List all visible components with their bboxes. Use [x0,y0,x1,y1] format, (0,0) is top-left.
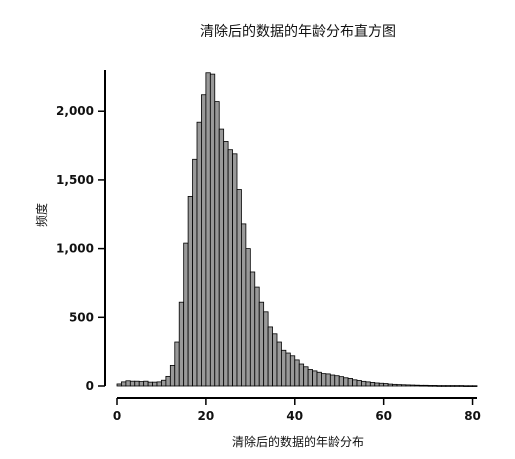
histogram-bar [289,355,296,387]
histogram-bar [369,382,376,387]
y-tick-label: 500 [69,310,94,324]
y-axis-label: 频度 [34,203,49,227]
y-tick-label: 0 [86,379,94,393]
histogram-bar [383,383,389,387]
histogram-bar [201,94,207,387]
histogram-bar [183,242,189,387]
histogram-bar [405,384,411,387]
histogram-bar [196,121,202,387]
histogram-bar [325,373,331,387]
y-tick-label: 2,000 [56,104,94,118]
histogram-bar [334,375,340,387]
histogram-bar [361,380,367,387]
histogram-bar [427,385,433,387]
histogram-bar [236,189,242,387]
histogram-bar [432,385,438,387]
histogram-bars [116,72,478,387]
histogram-bar [258,301,265,387]
histogram-bar [121,381,127,387]
histogram-bar [147,381,153,387]
histogram-bar [214,101,220,387]
histogram-bar [409,384,416,387]
x-axis-ticks: 0 20 40 60 80 [113,398,481,423]
histogram-bar [223,141,229,387]
histogram-bar [276,341,282,387]
histogram-bar [125,380,131,387]
histogram-bar [458,385,465,387]
histogram-bar [374,382,380,387]
histogram-bar [378,382,385,387]
x-tick-label: 60 [375,409,392,423]
histogram-bar [209,73,216,387]
histogram-bar [472,385,478,387]
histogram-bar [116,383,122,387]
histogram-bar [321,373,327,387]
histogram-bar [449,385,456,387]
histogram-bar [312,370,318,387]
x-tick-label: 40 [286,409,303,423]
histogram-bar [298,363,305,387]
histogram-bar [418,384,425,387]
histogram-bar [338,376,345,387]
chart-title: 清除后的数据的年龄分布直方图 [200,23,396,40]
histogram-bar [347,378,353,387]
histogram-bar [156,381,162,387]
histogram-bar [303,366,309,387]
histogram-bar [454,385,460,387]
histogram-bar [316,371,322,387]
histogram-bar [241,223,247,387]
histogram-bar [343,377,349,387]
histogram-bar [294,359,300,387]
histogram-bar [232,153,238,387]
histogram-bar [387,383,393,387]
histogram-bar [285,352,291,387]
histogram-bar [414,384,420,387]
histogram-bar [365,381,371,387]
histogram-bar [396,384,402,387]
histogram-bar [143,380,149,387]
y-axis-ticks: 0 500 1,000 1,500 2,000 [56,104,105,393]
histogram-bar [356,380,362,387]
histogram-bar [441,385,447,387]
histogram-bar [187,195,193,387]
histogram-bar [329,374,336,387]
histogram-bar [129,380,136,387]
histogram-bar [281,349,287,387]
histogram-bar [245,248,251,387]
histogram-bar [227,149,233,387]
y-tick-label: 1,000 [56,242,94,256]
histogram-bar [138,381,145,387]
y-tick-label: 1,500 [56,173,94,187]
histogram-bar [445,385,451,387]
histogram-bar [254,286,260,387]
histogram-bar [178,301,185,387]
x-tick-label: 80 [464,409,481,423]
x-axis-label: 清除后的数据的年龄分布 [232,434,364,449]
x-tick-label: 20 [198,409,215,423]
histogram-bar [352,379,358,387]
histogram-bar [423,384,429,387]
histogram-bar [152,381,158,387]
histogram-bar [169,364,176,387]
histogram-bar [401,384,407,387]
histogram-bar [165,375,171,387]
histogram-bar [161,379,167,387]
histogram-bar [272,333,278,387]
histogram-bar [467,385,473,387]
histogram-bar [267,326,273,387]
histogram-bar [463,385,469,387]
histogram-bar [392,383,398,387]
histogram-bar [205,72,211,387]
x-tick-label: 0 [113,409,121,423]
histogram-bar [192,158,198,387]
histogram-bar [263,311,269,387]
histogram-bar [218,128,225,387]
histogram-bar [174,341,180,387]
histogram-bar [436,385,442,387]
histogram-bar [307,369,313,387]
histogram-bar [249,271,256,387]
histogram-bar [134,380,140,387]
